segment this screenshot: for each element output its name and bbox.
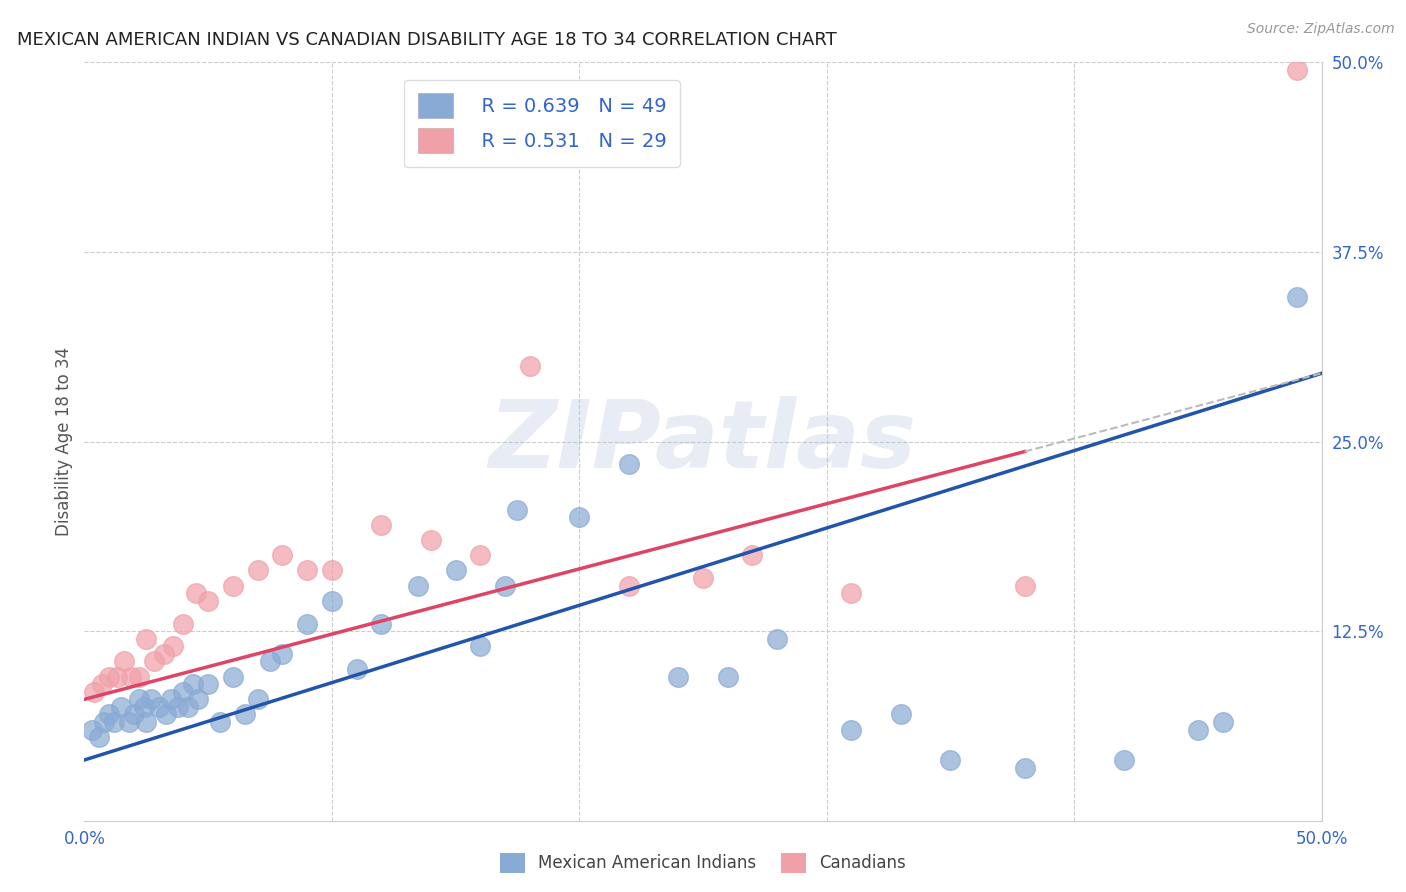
Legend: Mexican American Indians, Canadians: Mexican American Indians, Canadians — [494, 847, 912, 880]
Point — [841, 586, 863, 600]
Point — [271, 548, 294, 563]
Point — [470, 548, 492, 563]
Point — [295, 616, 318, 631]
Point — [141, 692, 163, 706]
Point — [1014, 760, 1036, 774]
Point — [209, 715, 232, 730]
Point — [506, 503, 529, 517]
Point — [167, 699, 190, 714]
Point — [80, 723, 103, 737]
Point — [135, 632, 157, 646]
Point — [98, 669, 121, 683]
Point — [766, 632, 789, 646]
Point — [419, 533, 441, 548]
Point — [617, 458, 640, 472]
Point — [408, 579, 430, 593]
Point — [1285, 291, 1308, 305]
Point — [197, 677, 219, 691]
Point — [93, 715, 115, 730]
Point — [259, 655, 281, 669]
Point — [152, 647, 174, 661]
Point — [160, 692, 183, 706]
Point — [90, 677, 112, 691]
Point — [321, 594, 343, 608]
Y-axis label: Disability Age 18 to 34: Disability Age 18 to 34 — [55, 347, 73, 536]
Point — [187, 692, 209, 706]
Point — [148, 699, 170, 714]
Point — [105, 669, 128, 683]
Point — [162, 639, 184, 653]
Point — [666, 669, 689, 683]
Point — [271, 647, 294, 661]
Point — [184, 586, 207, 600]
Point — [135, 715, 157, 730]
Point — [568, 510, 591, 524]
Point — [155, 707, 177, 722]
Point — [246, 564, 269, 578]
Point — [142, 655, 165, 669]
Point — [1014, 579, 1036, 593]
Point — [172, 616, 194, 631]
Point — [494, 579, 516, 593]
Point — [132, 699, 155, 714]
Point — [98, 707, 121, 722]
Point — [110, 699, 132, 714]
Point — [444, 564, 467, 578]
Text: ZIPatlas: ZIPatlas — [489, 395, 917, 488]
Point — [122, 707, 145, 722]
Point — [939, 753, 962, 767]
Point — [222, 579, 245, 593]
Point — [470, 639, 492, 653]
Point — [197, 594, 219, 608]
Point — [172, 685, 194, 699]
Point — [118, 715, 141, 730]
Point — [103, 715, 125, 730]
Point — [128, 669, 150, 683]
Point — [177, 699, 200, 714]
Point — [1212, 715, 1234, 730]
Point — [519, 359, 541, 373]
Point — [370, 517, 392, 532]
Text: Source: ZipAtlas.com: Source: ZipAtlas.com — [1247, 22, 1395, 37]
Point — [1187, 723, 1209, 737]
Point — [1112, 753, 1135, 767]
Point — [741, 548, 763, 563]
Point — [692, 571, 714, 585]
Point — [346, 662, 368, 676]
Point — [295, 564, 318, 578]
Point — [370, 616, 392, 631]
Point — [841, 723, 863, 737]
Point — [120, 669, 142, 683]
Text: MEXICAN AMERICAN INDIAN VS CANADIAN DISABILITY AGE 18 TO 34 CORRELATION CHART: MEXICAN AMERICAN INDIAN VS CANADIAN DISA… — [17, 31, 837, 49]
Point — [717, 669, 740, 683]
Point — [181, 677, 204, 691]
Point — [83, 685, 105, 699]
Legend:   R = 0.639   N = 49,   R = 0.531   N = 29: R = 0.639 N = 49, R = 0.531 N = 29 — [405, 79, 681, 167]
Point — [617, 579, 640, 593]
Point — [128, 692, 150, 706]
Point — [89, 730, 111, 744]
Point — [233, 707, 256, 722]
Point — [222, 669, 245, 683]
Point — [321, 564, 343, 578]
Point — [246, 692, 269, 706]
Point — [1285, 62, 1308, 77]
Point — [890, 707, 912, 722]
Point — [112, 655, 135, 669]
